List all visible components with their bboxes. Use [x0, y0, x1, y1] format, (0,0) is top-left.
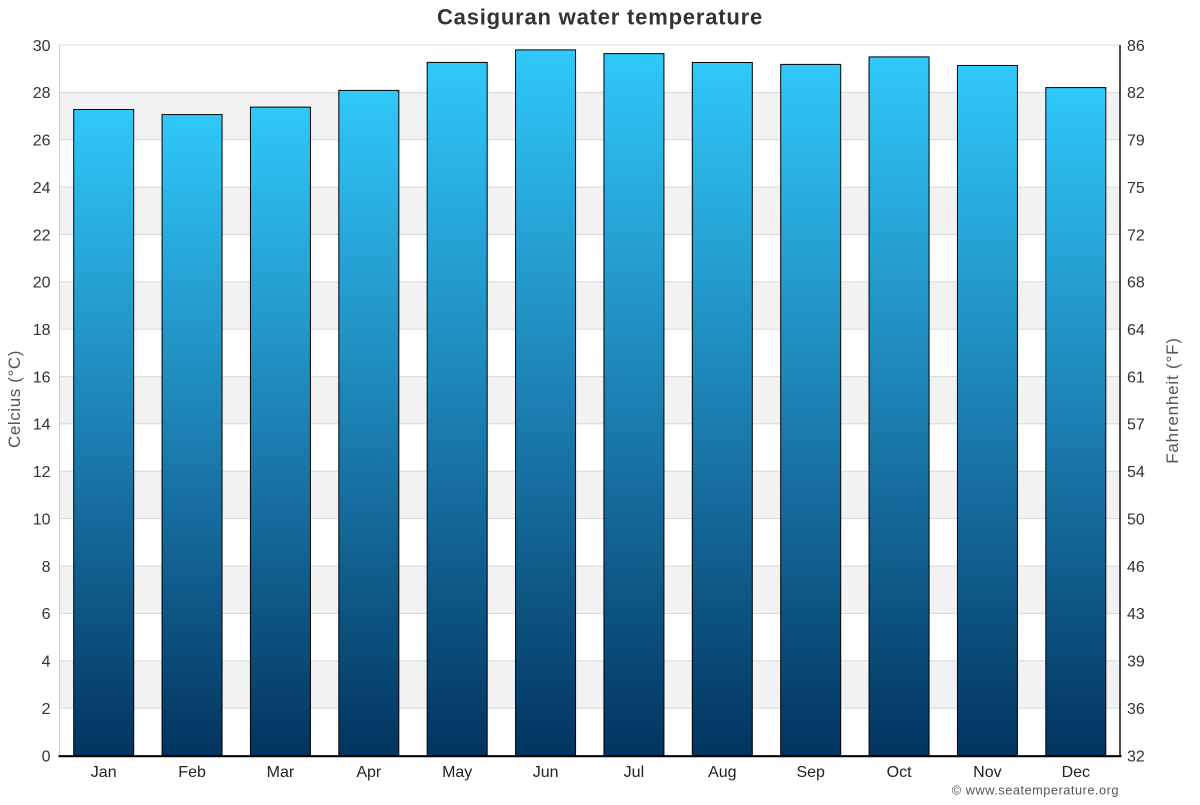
svg-text:61: 61 — [1127, 369, 1145, 386]
svg-text:Oct: Oct — [887, 764, 912, 781]
svg-text:May: May — [442, 764, 472, 781]
svg-text:30: 30 — [33, 38, 51, 55]
svg-text:Jun: Jun — [533, 764, 559, 781]
svg-text:10: 10 — [33, 512, 51, 529]
svg-text:Fahrenheit (°F): Fahrenheit (°F) — [1163, 337, 1182, 464]
svg-text:Aug: Aug — [708, 764, 736, 781]
svg-text:28: 28 — [33, 85, 51, 102]
svg-text:43: 43 — [1127, 606, 1145, 623]
svg-text:68: 68 — [1127, 275, 1145, 292]
svg-text:54: 54 — [1127, 464, 1145, 481]
svg-text:20: 20 — [33, 275, 51, 292]
svg-text:Jan: Jan — [91, 764, 117, 781]
svg-text:14: 14 — [33, 417, 51, 434]
svg-text:50: 50 — [1127, 512, 1145, 529]
svg-text:18: 18 — [33, 322, 51, 339]
svg-text:64: 64 — [1127, 322, 1145, 339]
svg-text:36: 36 — [1127, 701, 1145, 718]
svg-text:Casiguran water temperature: Casiguran water temperature — [437, 5, 763, 30]
svg-text:Apr: Apr — [356, 764, 382, 781]
svg-text:12: 12 — [33, 464, 51, 481]
svg-text:Dec: Dec — [1062, 764, 1090, 781]
svg-text:39: 39 — [1127, 654, 1145, 671]
svg-text:2: 2 — [42, 701, 51, 718]
svg-text:22: 22 — [33, 227, 51, 244]
svg-text:Nov: Nov — [973, 764, 1001, 781]
svg-text:32: 32 — [1127, 748, 1145, 765]
svg-text:4: 4 — [42, 654, 51, 671]
svg-text:75: 75 — [1127, 180, 1145, 197]
svg-text:79: 79 — [1127, 133, 1145, 150]
svg-text:86: 86 — [1127, 38, 1145, 55]
svg-text:82: 82 — [1127, 85, 1145, 102]
svg-text:6: 6 — [42, 606, 51, 623]
svg-text:Celcius (°C): Celcius (°C) — [5, 350, 24, 448]
svg-text:57: 57 — [1127, 417, 1145, 434]
svg-text:Feb: Feb — [178, 764, 206, 781]
svg-text:24: 24 — [33, 180, 51, 197]
svg-text:Sep: Sep — [796, 764, 825, 781]
svg-text:26: 26 — [33, 133, 51, 150]
svg-text:Jul: Jul — [624, 764, 644, 781]
svg-text:Mar: Mar — [267, 764, 295, 781]
svg-text:72: 72 — [1127, 227, 1145, 244]
svg-text:0: 0 — [42, 748, 51, 765]
svg-text:16: 16 — [33, 369, 51, 386]
svg-text:© www.seatemperature.org: © www.seatemperature.org — [952, 783, 1119, 798]
svg-text:46: 46 — [1127, 559, 1145, 576]
svg-text:8: 8 — [42, 559, 51, 576]
